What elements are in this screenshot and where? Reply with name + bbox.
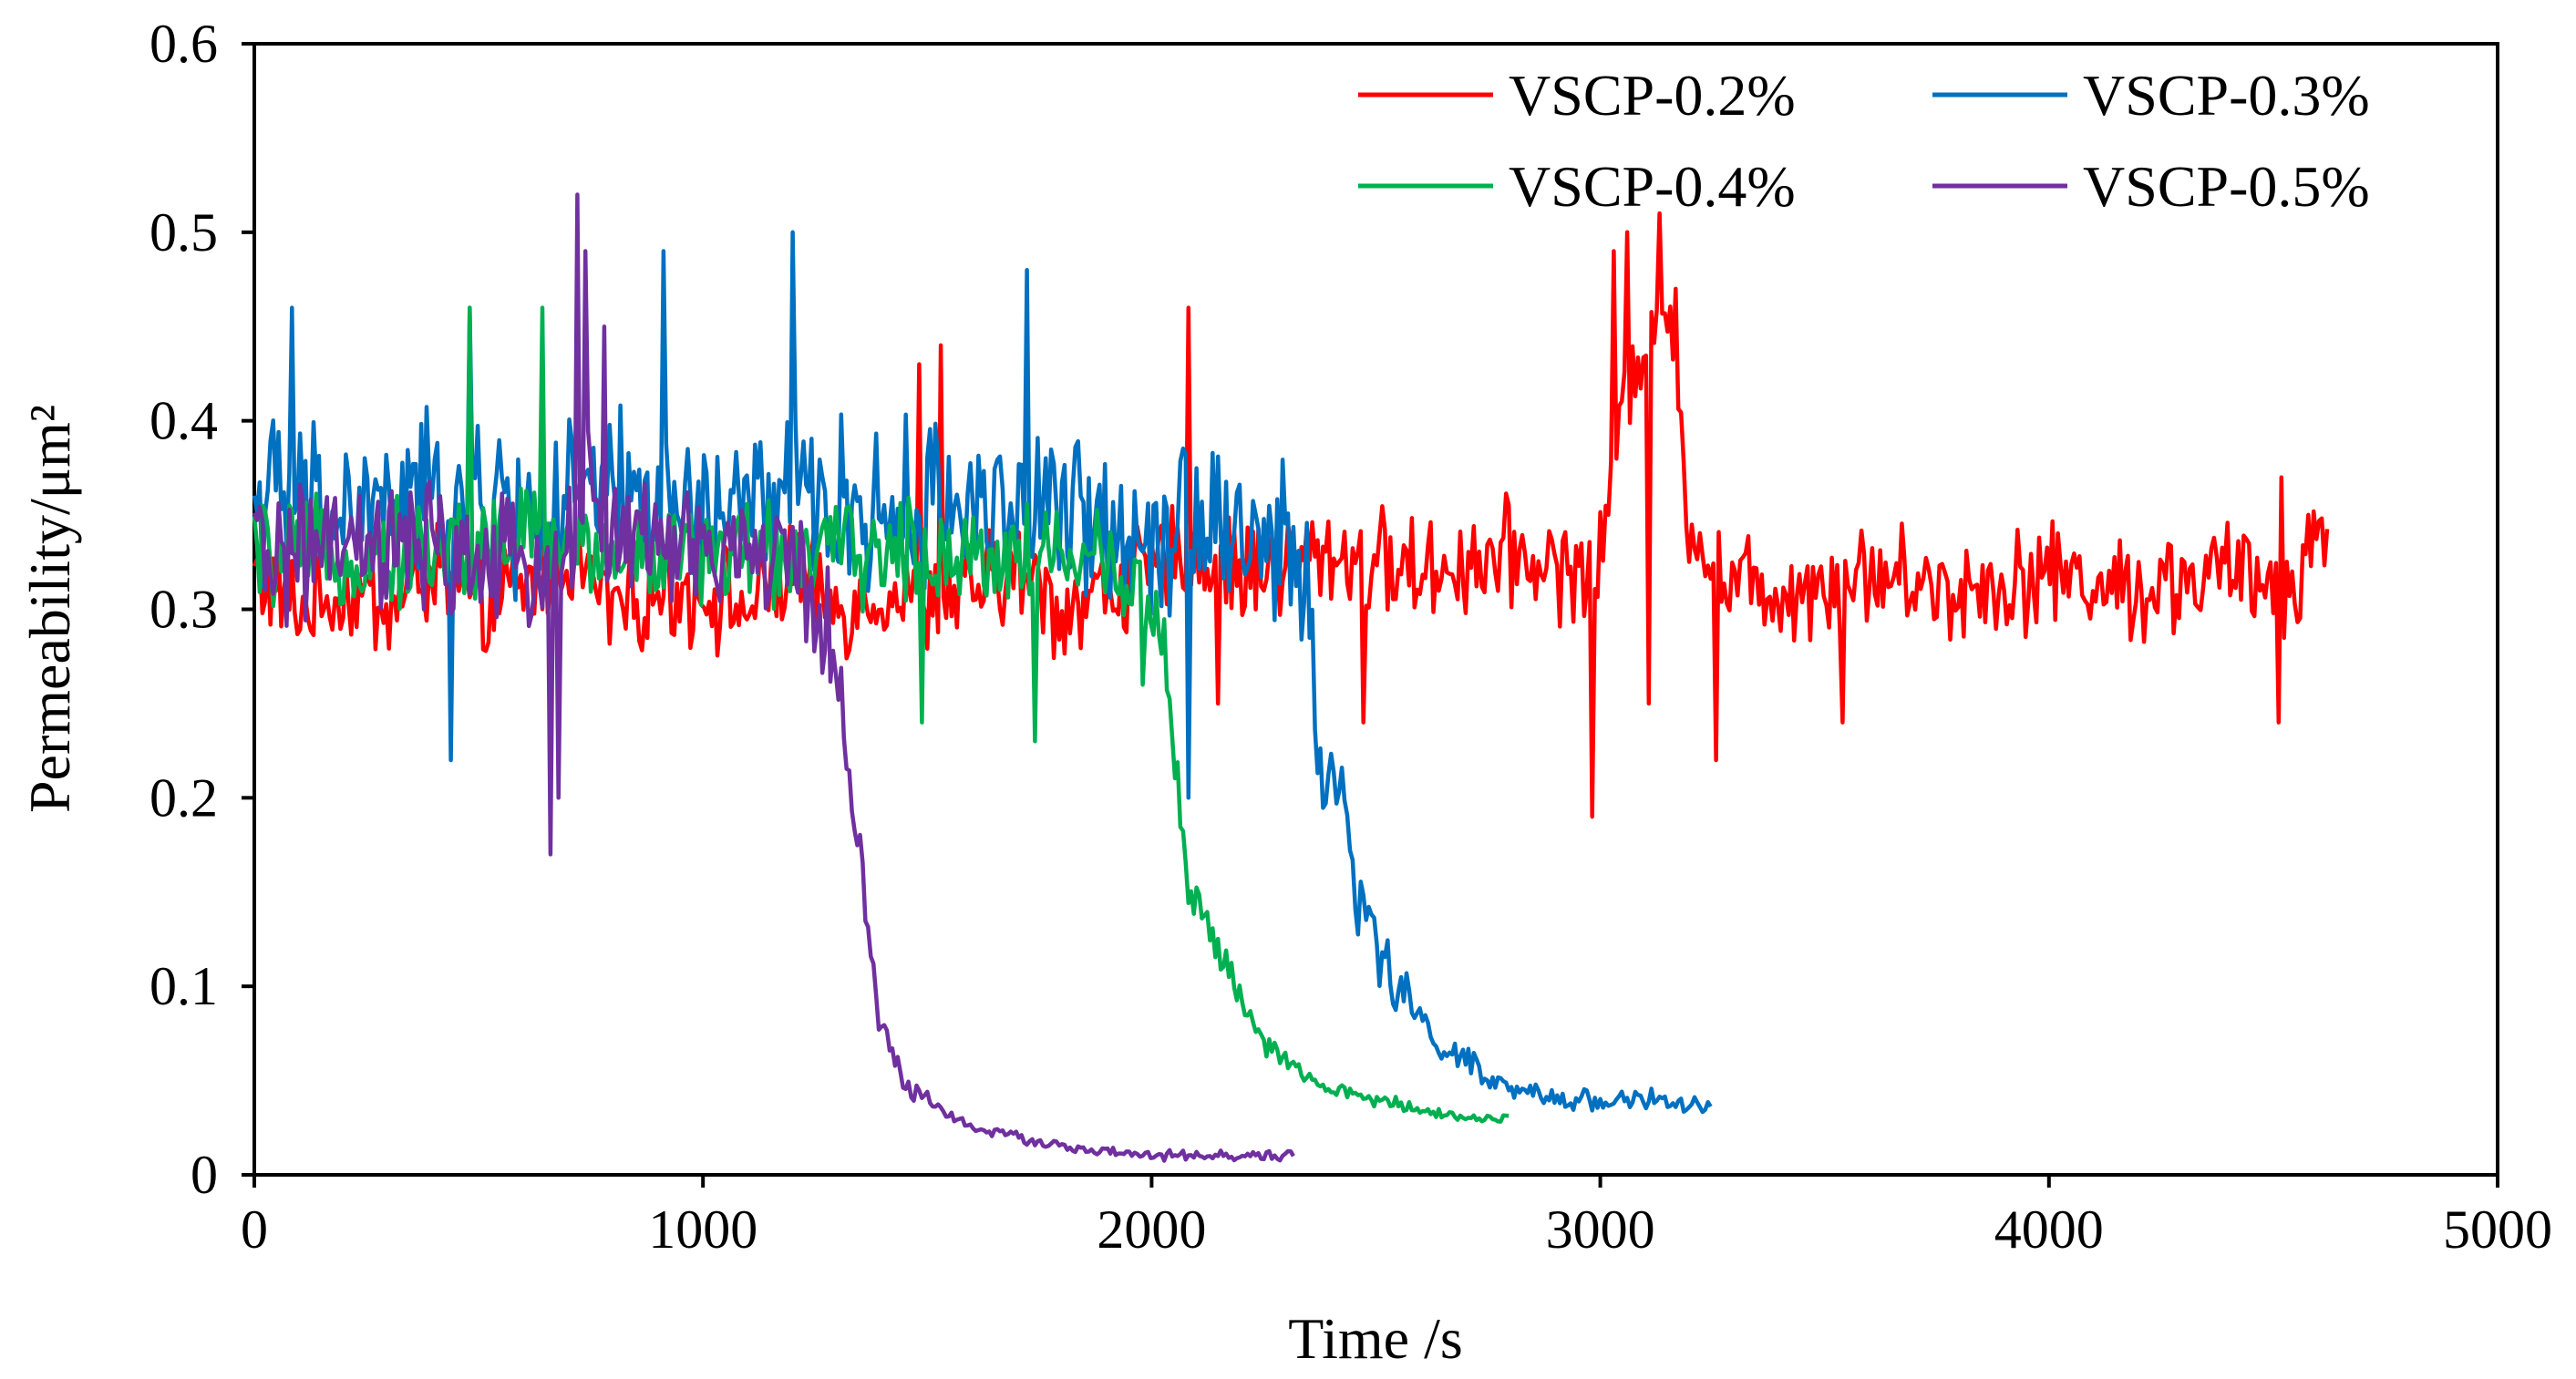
legend-label-vscp-03: VSCP-0.3% — [2083, 63, 2370, 128]
legend-label-vscp-05: VSCP-0.5% — [2083, 154, 2370, 219]
series-line-vscp-0-5 — [252, 192, 1295, 1163]
y-axis-title: Permeability/μm² — [17, 405, 82, 813]
x-tick-label: 2000 — [1097, 1199, 1206, 1260]
y-tick-label: 0.2 — [149, 767, 218, 828]
x-tick-label: 3000 — [1546, 1199, 1655, 1260]
series-layer — [252, 192, 2330, 1163]
y-tick-label: 0.1 — [149, 956, 218, 1016]
series-line-vscp-0-2 — [252, 211, 2330, 819]
x-tick-label: 1000 — [648, 1199, 757, 1260]
x-tick-label: 0 — [241, 1199, 268, 1260]
y-tick-label: 0.6 — [149, 14, 218, 74]
x-axis-ticks: 0 1000 2000 3000 4000 5000 — [241, 1175, 2552, 1260]
legend: VSCP-0.2% VSCP-0.3% VSCP-0.4% VSCP-0.5% — [1358, 63, 2370, 219]
y-axis-ticks: 0 0.1 0.2 0.3 0.4 0.5 0.6 — [149, 14, 254, 1205]
series-line-vscp-0-3 — [252, 230, 1713, 1115]
x-axis-title: Time /s — [1288, 1306, 1463, 1371]
y-tick-label: 0.5 — [149, 202, 218, 262]
y-tick-label: 0.4 — [149, 391, 218, 451]
series-line-vscp-0-4 — [252, 305, 1510, 1124]
y-tick-label: 0 — [191, 1145, 218, 1205]
x-tick-label: 4000 — [1994, 1199, 2104, 1260]
legend-label-vscp-02: VSCP-0.2% — [1509, 63, 1796, 128]
legend-label-vscp-04: VSCP-0.4% — [1509, 154, 1796, 219]
x-tick-label: 5000 — [2443, 1199, 2552, 1260]
y-tick-label: 0.3 — [149, 580, 218, 640]
